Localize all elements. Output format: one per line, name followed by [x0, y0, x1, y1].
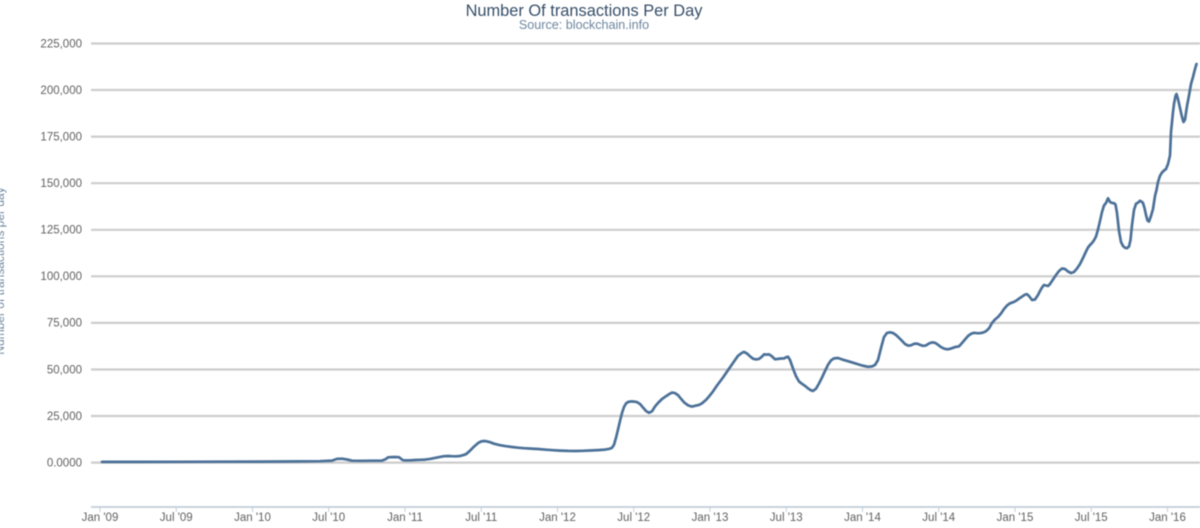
svg-text:100,000: 100,000 — [40, 271, 82, 283]
svg-text:125,000: 125,000 — [40, 225, 82, 237]
svg-text:Jul '15: Jul '15 — [1075, 512, 1108, 524]
svg-text:Jan '16: Jan '16 — [1149, 512, 1186, 524]
svg-text:Jan '13: Jan '13 — [692, 512, 729, 524]
svg-text:Jan '11: Jan '11 — [387, 512, 423, 524]
svg-text:Jul '14: Jul '14 — [922, 512, 955, 524]
svg-text:Jul '09: Jul '09 — [160, 512, 193, 524]
svg-text:Jan '09: Jan '09 — [82, 512, 119, 524]
svg-text:Jul '10: Jul '10 — [312, 512, 345, 524]
svg-text:Jul '13: Jul '13 — [770, 512, 803, 524]
svg-text:25,000: 25,000 — [47, 411, 82, 423]
svg-text:200,000: 200,000 — [40, 85, 82, 97]
svg-text:50,000: 50,000 — [47, 364, 82, 376]
svg-text:Jul '12: Jul '12 — [617, 512, 650, 524]
svg-text:150,000: 150,000 — [40, 178, 82, 190]
svg-text:Jan '10: Jan '10 — [234, 512, 271, 524]
svg-text:175,000: 175,000 — [40, 131, 82, 143]
svg-text:Jan '12: Jan '12 — [539, 512, 576, 524]
svg-text:0.0000: 0.0000 — [47, 457, 82, 469]
svg-text:Jul '11: Jul '11 — [465, 512, 497, 524]
svg-text:Jan '14: Jan '14 — [844, 512, 881, 524]
svg-text:225,000: 225,000 — [40, 38, 82, 50]
svg-text:Number Of transactions Per Day: Number Of transactions Per Day — [466, 2, 704, 20]
svg-text:Jan '15: Jan '15 — [997, 512, 1034, 524]
svg-text:75,000: 75,000 — [47, 318, 82, 330]
svg-text:Number of transactions per day: Number of transactions per day — [0, 187, 7, 354]
svg-text:Source: blockchain.info: Source: blockchain.info — [519, 18, 649, 32]
